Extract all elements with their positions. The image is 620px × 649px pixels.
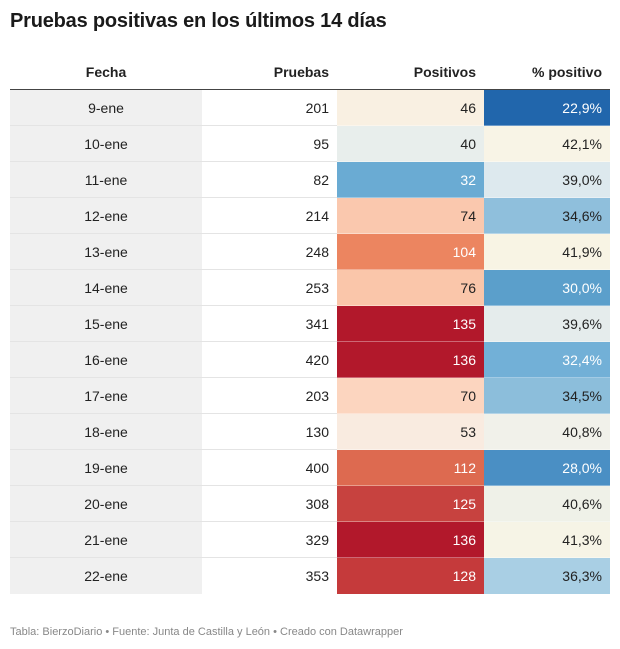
cell-positivos: 40 [337, 125, 484, 162]
cell-positivos: 76 [337, 269, 484, 306]
cell-positivos: 53 [337, 413, 484, 450]
cell-pruebas: 82 [202, 161, 337, 198]
cell-pct-positivo: 28,0% [484, 449, 610, 486]
cell-pct-positivo: 36,3% [484, 557, 610, 594]
cell-pruebas: 95 [202, 125, 337, 162]
table-row: 11-ene 82 32 39,0% [10, 161, 610, 198]
header-row: Fecha Pruebas Positivos % positivo [10, 54, 610, 90]
table-row: 17-ene 203 70 34,5% [10, 377, 610, 414]
cell-pruebas: 420 [202, 341, 337, 378]
column-header-fecha[interactable]: Fecha [10, 54, 202, 90]
table-row: 20-ene 308 125 40,6% [10, 485, 610, 522]
cell-fecha: 21-ene [10, 521, 202, 558]
cell-pruebas: 248 [202, 233, 337, 270]
cell-fecha: 16-ene [10, 341, 202, 378]
cell-pct-positivo: 34,5% [484, 377, 610, 414]
cell-pruebas: 253 [202, 269, 337, 306]
cell-fecha: 19-ene [10, 449, 202, 486]
cell-pruebas: 353 [305, 567, 329, 584]
cell-pct-positivo: 39,6% [484, 305, 610, 342]
column-header-positivos[interactable]: Positivos [337, 54, 484, 90]
cell-positivos: 136 [337, 341, 484, 378]
cell-pct-positivo: 32,4% [484, 341, 610, 378]
cell-fecha: 13-ene [10, 233, 202, 270]
column-header-pct-positivo[interactable]: % positivo [484, 54, 610, 90]
cell-pruebas: 201 [202, 89, 337, 126]
table-row: 16-ene 420 136 32,4% [10, 341, 610, 378]
data-table: Fecha Pruebas Positivos % positivo 9-ene… [10, 54, 610, 594]
column-header-pruebas[interactable]: Pruebas [202, 54, 337, 90]
table-row: 13-ene 248 104 41,9% [10, 233, 610, 270]
cell-pruebas: 400 [202, 449, 337, 486]
cell-pruebas: 308 [202, 485, 337, 522]
cell-fecha: 11-ene [10, 161, 202, 198]
cell-fecha: 12-ene [10, 197, 202, 234]
table-row: 18-ene 130 53 40,8% [10, 413, 610, 450]
cell-positivos: 125 [337, 485, 484, 522]
cell-fecha: 18-ene [10, 413, 202, 450]
cell-pruebas: 341 [202, 305, 337, 342]
cell-pct-positivo: 40,8% [484, 413, 610, 450]
cell-positivos: 128 [337, 557, 484, 594]
cell-fecha: 17-ene [10, 377, 202, 414]
cell-positivos: 70 [337, 377, 484, 414]
cell-pruebas: 329 [202, 521, 337, 558]
cell-positivos: 112 [337, 449, 484, 486]
chart-footer: Tabla: BierzoDiario • Fuente: Junta de C… [10, 626, 403, 638]
cell-pct-positivo: 30,0% [484, 269, 610, 306]
cell-fecha: 10-ene [10, 125, 202, 162]
cell-positivos: 32 [337, 161, 484, 198]
cell-positivos: 46 [337, 89, 484, 126]
cell-pruebas: 214 [202, 197, 337, 234]
table-row: 22-ene 353 128 36,3% [10, 557, 610, 594]
table-row: 14-ene 253 76 30,0% [10, 269, 610, 306]
cell-positivos: 74 [337, 197, 484, 234]
cell-fecha: 15-ene [10, 305, 202, 342]
cell-pct-positivo: 34,6% [484, 197, 610, 234]
cell-fecha: 14-ene [10, 269, 202, 306]
cell-pruebas: 130 [202, 413, 337, 450]
chart-title: Pruebas positivas en los últimos 14 días [10, 10, 387, 32]
cell-pct-positivo: 41,3% [484, 521, 610, 558]
cell-fecha: 20-ene [10, 485, 202, 522]
table-header: Fecha Pruebas Positivos % positivo [10, 54, 610, 90]
cell-pct-positivo: 41,9% [484, 233, 610, 270]
cell-pct-positivo: 42,1% [484, 125, 610, 162]
cell-fecha: 9-ene [10, 89, 202, 126]
table-row: 15-ene 341 135 39,6% [10, 305, 610, 342]
table-row: 21-ene 329 136 41,3% [10, 521, 610, 558]
table-row: 10-ene 95 40 42,1% [10, 125, 610, 162]
cell-positivos: 136 [337, 521, 484, 558]
cell-pct-positivo: 39,0% [484, 161, 610, 198]
table-body: 9-ene 201 46 22,9% 10-ene 95 40 42,1% 11-ene 82 32… [10, 89, 610, 594]
cell-positivos: 135 [337, 305, 484, 342]
table-row: 19-ene 400 112 28,0% [10, 449, 610, 486]
cell-pct-positivo: 40,6% [484, 485, 610, 522]
table-row: 12-ene 214 74 34,6% [10, 197, 610, 234]
cell-fecha: 22-ene [10, 557, 202, 594]
cell-pct-positivo: 22,9% [484, 89, 610, 126]
table-row: 9-ene 201 46 22,9% [10, 89, 610, 126]
cell-positivos: 104 [337, 233, 484, 270]
cell-pruebas: 203 [202, 377, 337, 414]
